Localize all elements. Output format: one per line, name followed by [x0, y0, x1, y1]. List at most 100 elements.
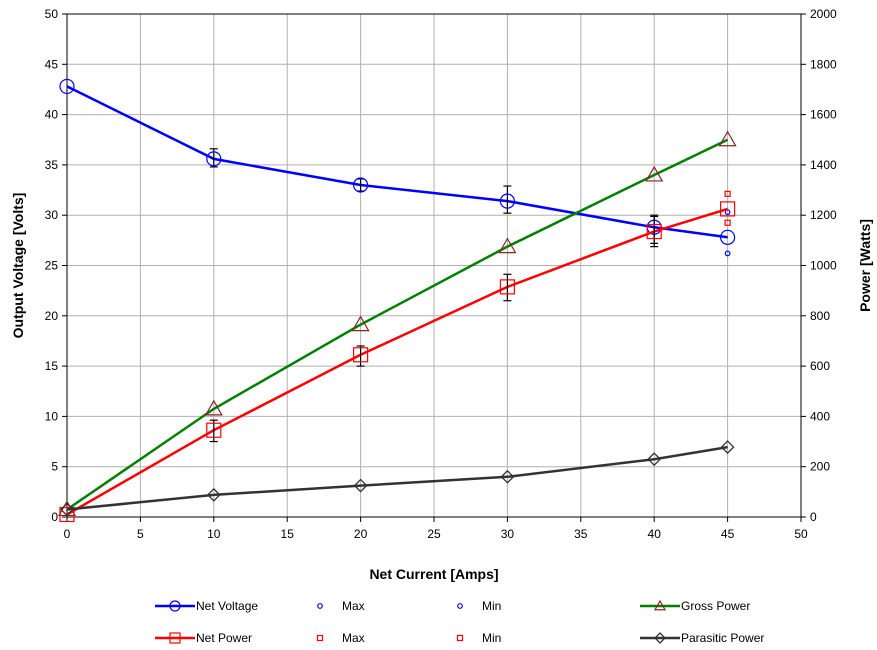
- diamond-marker: [353, 478, 368, 493]
- legend: Net Voltage Max Min Gross Power Net Power Max…: [155, 599, 764, 645]
- legend-item: Net Power: [155, 631, 252, 645]
- legend-label: Max: [342, 599, 365, 613]
- circle-marker: [59, 78, 75, 95]
- y-left-tick-label: 20: [45, 309, 59, 323]
- y-right-tick-label: 600: [810, 359, 830, 373]
- small-circle-marker: [317, 603, 323, 609]
- x-axis-title: Net Current [Amps]: [369, 566, 498, 582]
- x-tick-label: 50: [794, 527, 808, 541]
- legend-label: Max: [342, 631, 365, 645]
- small-circle-marker: [724, 250, 731, 257]
- y-left-tick-label: 35: [45, 158, 59, 172]
- triangle-marker: [204, 399, 223, 416]
- triangle-marker: [653, 599, 667, 611]
- legend-label: Min: [482, 631, 501, 645]
- y-left-tick-label: 30: [45, 208, 59, 222]
- legend-item: Max: [316, 631, 365, 645]
- series-line: [66, 445, 728, 511]
- y-left-tick-label: 45: [45, 57, 59, 71]
- series-2: [724, 250, 731, 257]
- triangle-marker: [645, 165, 664, 182]
- triangle-marker: [498, 237, 517, 254]
- y-left-tick-label: 50: [45, 7, 59, 21]
- series-layer: [57, 78, 737, 523]
- legend-label: Net Power: [196, 631, 252, 645]
- legend-item: Gross Power: [640, 599, 750, 613]
- legend-label: Gross Power: [681, 599, 750, 613]
- square-marker: [206, 422, 222, 438]
- x-tick-label: 20: [354, 527, 368, 541]
- x-tick-label: 25: [427, 527, 441, 541]
- series-4: [59, 201, 736, 523]
- legend-item: Net Voltage: [155, 599, 258, 613]
- y-axis-left-title: Output Voltage [Volts]: [10, 193, 26, 339]
- series-7: [60, 440, 735, 517]
- circle-marker: [719, 229, 736, 245]
- x-tick-label: 0: [64, 527, 71, 541]
- diamond-marker: [647, 452, 662, 467]
- circle-marker: [169, 600, 181, 612]
- square-marker: [169, 632, 181, 644]
- diamond-marker: [206, 487, 221, 502]
- legend-label: Net Voltage: [196, 599, 258, 613]
- legend-item: Parasitic Power: [640, 631, 764, 645]
- y-right-tick-label: 1800: [810, 57, 837, 71]
- diamond-marker: [60, 502, 74, 517]
- small-square-marker: [724, 219, 731, 226]
- x-tick-label: 5: [137, 527, 144, 541]
- circle-marker: [499, 193, 515, 209]
- y-left-tick-label: 40: [45, 108, 59, 122]
- y-right-tick-label: 0: [810, 510, 817, 524]
- x-tick-label: 30: [501, 527, 515, 541]
- triangle-marker: [351, 315, 370, 332]
- small-square-marker: [316, 634, 324, 642]
- legend-item: Min: [457, 599, 501, 613]
- axes: 0 5 10 15 20 25 30 35 40 45 5005101520253035404550…: [45, 7, 837, 541]
- y-right-tick-label: 2000: [810, 7, 837, 21]
- small-square-marker: [724, 190, 731, 197]
- legend-label: Parasitic Power: [681, 631, 764, 645]
- small-circle-marker: [457, 603, 463, 609]
- x-tick-label: 15: [281, 527, 295, 541]
- x-tick-label: 35: [574, 527, 588, 541]
- diamond-marker: [654, 632, 666, 644]
- y-right-tick-label: 1000: [810, 259, 837, 273]
- y-right-tick-label: 800: [810, 309, 830, 323]
- y-left-tick-label: 0: [51, 510, 58, 524]
- series-line: [66, 85, 728, 239]
- circle-marker: [206, 151, 222, 167]
- legend-label: Min: [482, 599, 501, 613]
- square-marker: [59, 506, 75, 523]
- y-axis-right-title: Power [Watts]: [857, 219, 873, 312]
- square-marker: [353, 347, 369, 363]
- square-marker: [719, 201, 736, 217]
- y-right-tick-label: 1400: [810, 158, 837, 172]
- y-right-tick-label: 1200: [810, 208, 837, 222]
- y-right-tick-label: 1600: [810, 108, 837, 122]
- small-square-marker: [456, 634, 464, 642]
- legend-item: Max: [317, 599, 365, 613]
- diamond-marker: [720, 440, 735, 455]
- x-tick-label: 45: [721, 527, 735, 541]
- square-marker: [646, 223, 662, 240]
- series-0: [59, 78, 736, 245]
- y-left-tick-label: 5: [51, 460, 58, 474]
- y-right-tick-label: 400: [810, 409, 830, 423]
- square-marker: [499, 279, 515, 295]
- y-left-tick-label: 15: [45, 359, 59, 373]
- y-left-tick-label: 25: [45, 259, 59, 273]
- x-tick-label: 40: [648, 527, 662, 541]
- triangle-marker: [718, 130, 737, 147]
- y-right-tick-label: 200: [810, 460, 830, 474]
- series-line: [66, 207, 728, 516]
- series-line: [66, 138, 729, 511]
- diamond-marker: [500, 469, 515, 484]
- series-6: [724, 219, 731, 226]
- y-left-tick-label: 10: [45, 409, 59, 423]
- legend-item: Min: [456, 631, 501, 645]
- circle-marker: [353, 177, 369, 193]
- series-5: [724, 190, 731, 197]
- gridlines: [67, 14, 801, 517]
- x-tick-label: 10: [207, 527, 221, 541]
